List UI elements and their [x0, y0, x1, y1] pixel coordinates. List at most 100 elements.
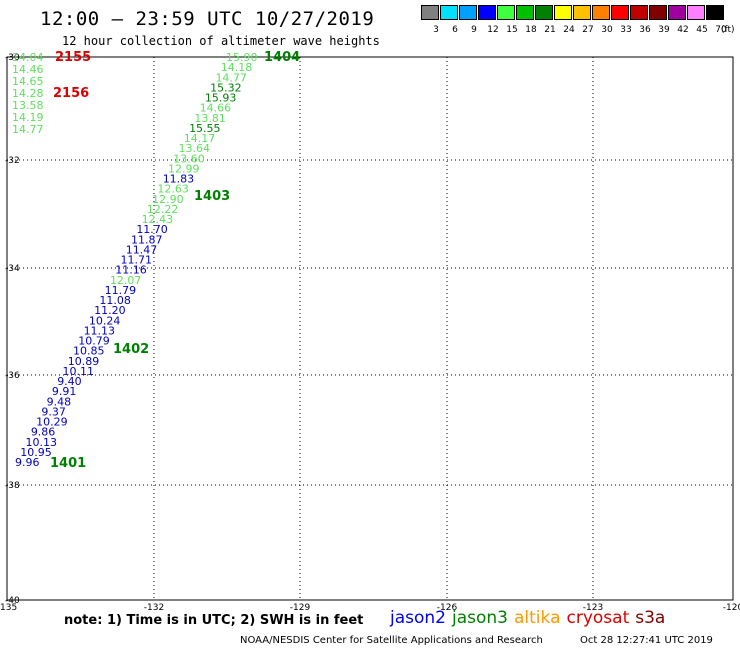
wave-height-value: 15.90: [226, 51, 258, 64]
pass-time-label: 1401: [50, 456, 86, 471]
generated-timestamp: Oct 28 12:27:41 UTC 2019: [580, 635, 713, 646]
scale-label: 24: [563, 25, 575, 35]
wave-height-value: 11.20: [94, 304, 126, 317]
credit-line: NOAA/NESDIS Center for Satellite Applica…: [240, 635, 543, 646]
wave-height-value: 10.89: [68, 355, 100, 368]
scale-label: 15: [506, 25, 518, 35]
wave-height-value: 11.83: [163, 173, 195, 186]
wave-height-value: 10.29: [36, 416, 68, 429]
wave-height-value: 10.24: [89, 314, 121, 327]
wave-height-value: 13.81: [194, 112, 226, 125]
wave-height-value: 12.43: [142, 213, 174, 226]
wave-height-value: 10.95: [20, 446, 52, 459]
wave-height-value: 11.71: [121, 254, 153, 267]
scale-swatch: [516, 5, 534, 20]
wave-height-value: 14.46: [12, 63, 44, 76]
legend-item-s3a: s3a: [635, 608, 666, 628]
wave-height-value: 14.66: [200, 102, 232, 115]
wave-height-value: 9.91: [52, 385, 77, 398]
scale-label: 70: [715, 25, 727, 35]
legend-item-altika: altika: [514, 608, 561, 628]
wave-height-value: 10.13: [26, 436, 58, 449]
scale-unit: (ft): [721, 25, 735, 35]
scale-swatch: [421, 5, 439, 20]
map-frame: [6, 56, 734, 601]
scale-swatch: [630, 5, 648, 20]
scale-label: 21: [544, 25, 556, 35]
wave-height-value: 12.22: [147, 203, 179, 216]
wave-height-value: 9.48: [47, 395, 72, 408]
wave-height-value: 13.58: [12, 99, 44, 112]
scale-swatch: [573, 5, 591, 20]
wave-height-value: 13.60: [173, 152, 205, 165]
wave-height-value: 14.65: [12, 75, 44, 88]
wave-height-value: 14.19: [12, 111, 44, 124]
legend-item-jason3: jason3: [452, 608, 508, 628]
scale-label: 12: [487, 25, 499, 35]
wave-height-value: 9.37: [41, 405, 66, 418]
scale-label: 42: [677, 25, 689, 35]
scale-label: 45: [696, 25, 708, 35]
wave-height-value: 11.87: [131, 233, 163, 246]
wave-height-value: 11.13: [84, 324, 116, 337]
wave-height-value: 12.99: [168, 162, 200, 175]
legend-item-cryosat: cryosat: [566, 608, 630, 628]
scale-label: 33: [620, 25, 632, 35]
scale-label: 36: [639, 25, 651, 35]
scale-label: 39: [658, 25, 670, 35]
scale-swatch: [706, 5, 724, 20]
wave-height-value: 10.85: [73, 345, 105, 358]
scale-swatch: [611, 5, 629, 20]
scale-label: 9: [471, 25, 477, 35]
wave-height-value: 13.64: [179, 142, 211, 155]
scale-swatch: [535, 5, 553, 20]
wave-height-value: 14.18: [221, 61, 253, 74]
scale-swatch: [440, 5, 458, 20]
latitude-tick-label: -30: [5, 53, 20, 63]
wave-height-value: 11.16: [115, 264, 147, 277]
latitude-tick-label: -40: [5, 596, 20, 606]
scale-label: 18: [525, 25, 537, 35]
wave-height-value: 9.96: [15, 456, 40, 469]
pass-time-label: 2156: [53, 86, 89, 101]
longitude-tick-label: -129: [290, 603, 311, 613]
wave-height-value: 15.32: [210, 81, 242, 94]
scale-swatch: [668, 5, 686, 20]
wave-height-value: 15.55: [189, 122, 221, 135]
scale-swatch: [478, 5, 496, 20]
map-title: 12:00 — 23:59 UTC 10/27/2019: [40, 8, 375, 30]
scale-swatch: [459, 5, 477, 20]
longitude-tick-label: -120: [723, 603, 740, 613]
wave-height-value: 11.79: [105, 284, 137, 297]
wave-height-value: 11.70: [136, 223, 168, 236]
longitude-tick-label: -126: [437, 603, 458, 613]
pass-time-label: 2155: [55, 50, 91, 65]
pass-time-label: 1404: [264, 50, 300, 65]
pass-time-label: 1402: [113, 342, 149, 357]
wave-height-value: 12.07: [110, 274, 142, 287]
wave-height-value: 12.90: [152, 193, 184, 206]
wave-height-value: 12.63: [157, 183, 189, 196]
wave-height-value: 14.04: [12, 51, 44, 64]
wave-height-value: 14.77: [215, 71, 247, 84]
scale-swatch: [497, 5, 515, 20]
wave-height-value: 15.93: [205, 92, 237, 105]
longitude-tick-label: -135: [0, 603, 17, 613]
wave-height-value: 14.28: [12, 87, 44, 100]
wave-height-value: 11.08: [99, 294, 130, 307]
footnote: note: 1) Time is in UTC; 2) SWH is in fe…: [64, 613, 364, 628]
scale-label: 27: [582, 25, 594, 35]
latitude-tick-label: -34: [5, 264, 20, 274]
wave-height-value: 10.11: [62, 365, 94, 378]
wave-height-value: 9.40: [57, 375, 81, 388]
wave-height-value: 10.79: [78, 335, 110, 348]
wave-height-value: 9.86: [31, 426, 56, 439]
scale-label: 30: [601, 25, 613, 35]
scale-swatch: [649, 5, 667, 20]
satellite-legend: jason2 jason3 altika cryosat s3a: [390, 608, 671, 628]
scale-label: 6: [452, 25, 458, 35]
scale-label: 3: [433, 25, 439, 35]
scale-swatch: [554, 5, 572, 20]
longitude-tick-label: -123: [583, 603, 603, 613]
